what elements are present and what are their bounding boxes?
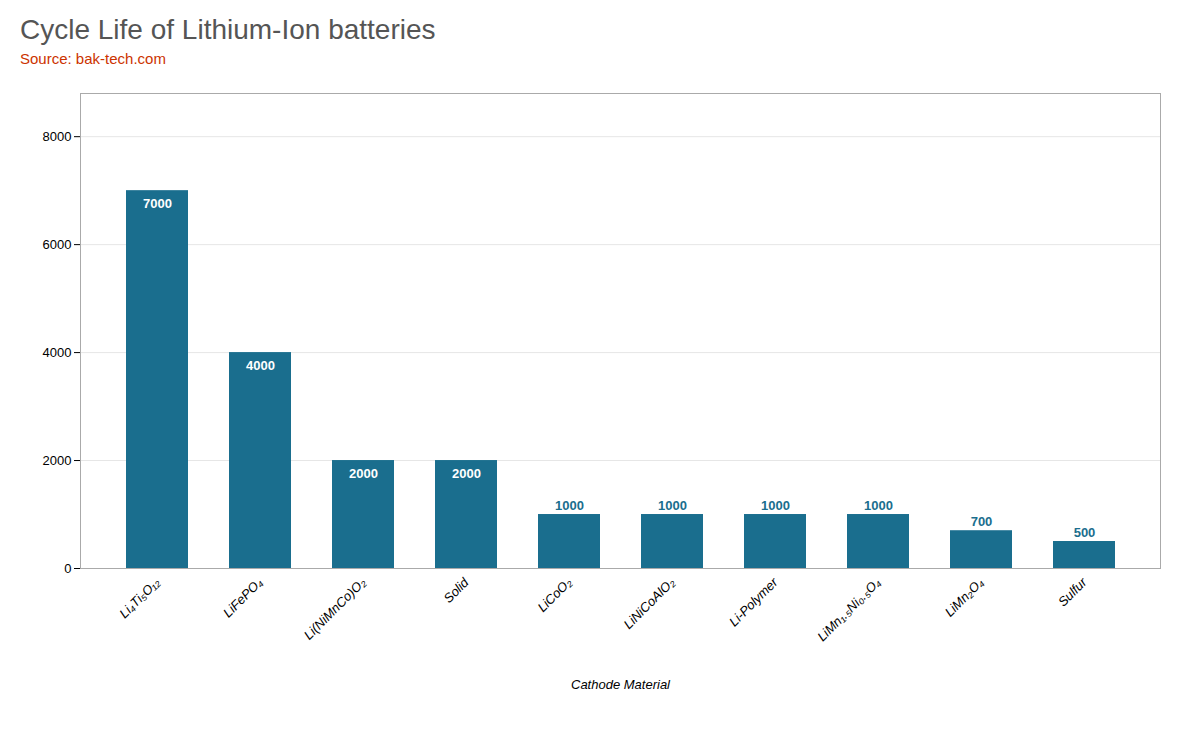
svg-text:6000: 6000 [43, 237, 72, 252]
svg-text:8000: 8000 [43, 129, 72, 144]
svg-text:7000: 7000 [143, 196, 172, 211]
svg-text:0: 0 [64, 561, 71, 576]
html-text:Cycle Life of Lithium-Ion batt: Cycle Life of Lithium-Ion batteries [20, 14, 436, 45]
svg-text:Li(NiMnCo)O₂: Li(NiMnCo)O₂ [301, 575, 369, 643]
svg-text:Li-Polymer: Li-Polymer [726, 574, 781, 629]
svg-text:4000: 4000 [43, 345, 72, 360]
svg-text:2000: 2000 [349, 466, 378, 481]
svg-text:LiNiCoAlO₂: LiNiCoAlO₂ [621, 575, 678, 632]
svg-text:1000: 1000 [658, 498, 687, 513]
svg-text:LiFePO₄: LiFePO₄ [220, 575, 265, 620]
svg-text:2000: 2000 [452, 466, 481, 481]
svg-text:Sulfur: Sulfur [1055, 574, 1090, 609]
svg-text:LiCoO₂: LiCoO₂ [534, 575, 574, 615]
svg-text:2000: 2000 [43, 453, 72, 468]
html-text:Source: bak-tech.com: Source: bak-tech.com [20, 50, 166, 67]
svg-text:Solid: Solid [441, 574, 473, 606]
svg-text:4000: 4000 [246, 358, 275, 373]
svg-text:LiMn₁.₅Ni₀.₅O₄: LiMn₁.₅Ni₀.₅O₄ [814, 575, 883, 644]
svg-text:500: 500 [1074, 525, 1096, 540]
svg-text:1000: 1000 [864, 498, 893, 513]
svg-text:Li₄Ti₅O₁₂: Li₄Ti₅O₁₂ [116, 575, 162, 621]
svg-text:700: 700 [971, 514, 993, 529]
svg-text:LiMn₂O₄: LiMn₂O₄ [942, 575, 987, 620]
svg-text:1000: 1000 [555, 498, 584, 513]
svg-text:Cathode Material: Cathode Material [571, 677, 671, 692]
svg-text:1000: 1000 [761, 498, 790, 513]
